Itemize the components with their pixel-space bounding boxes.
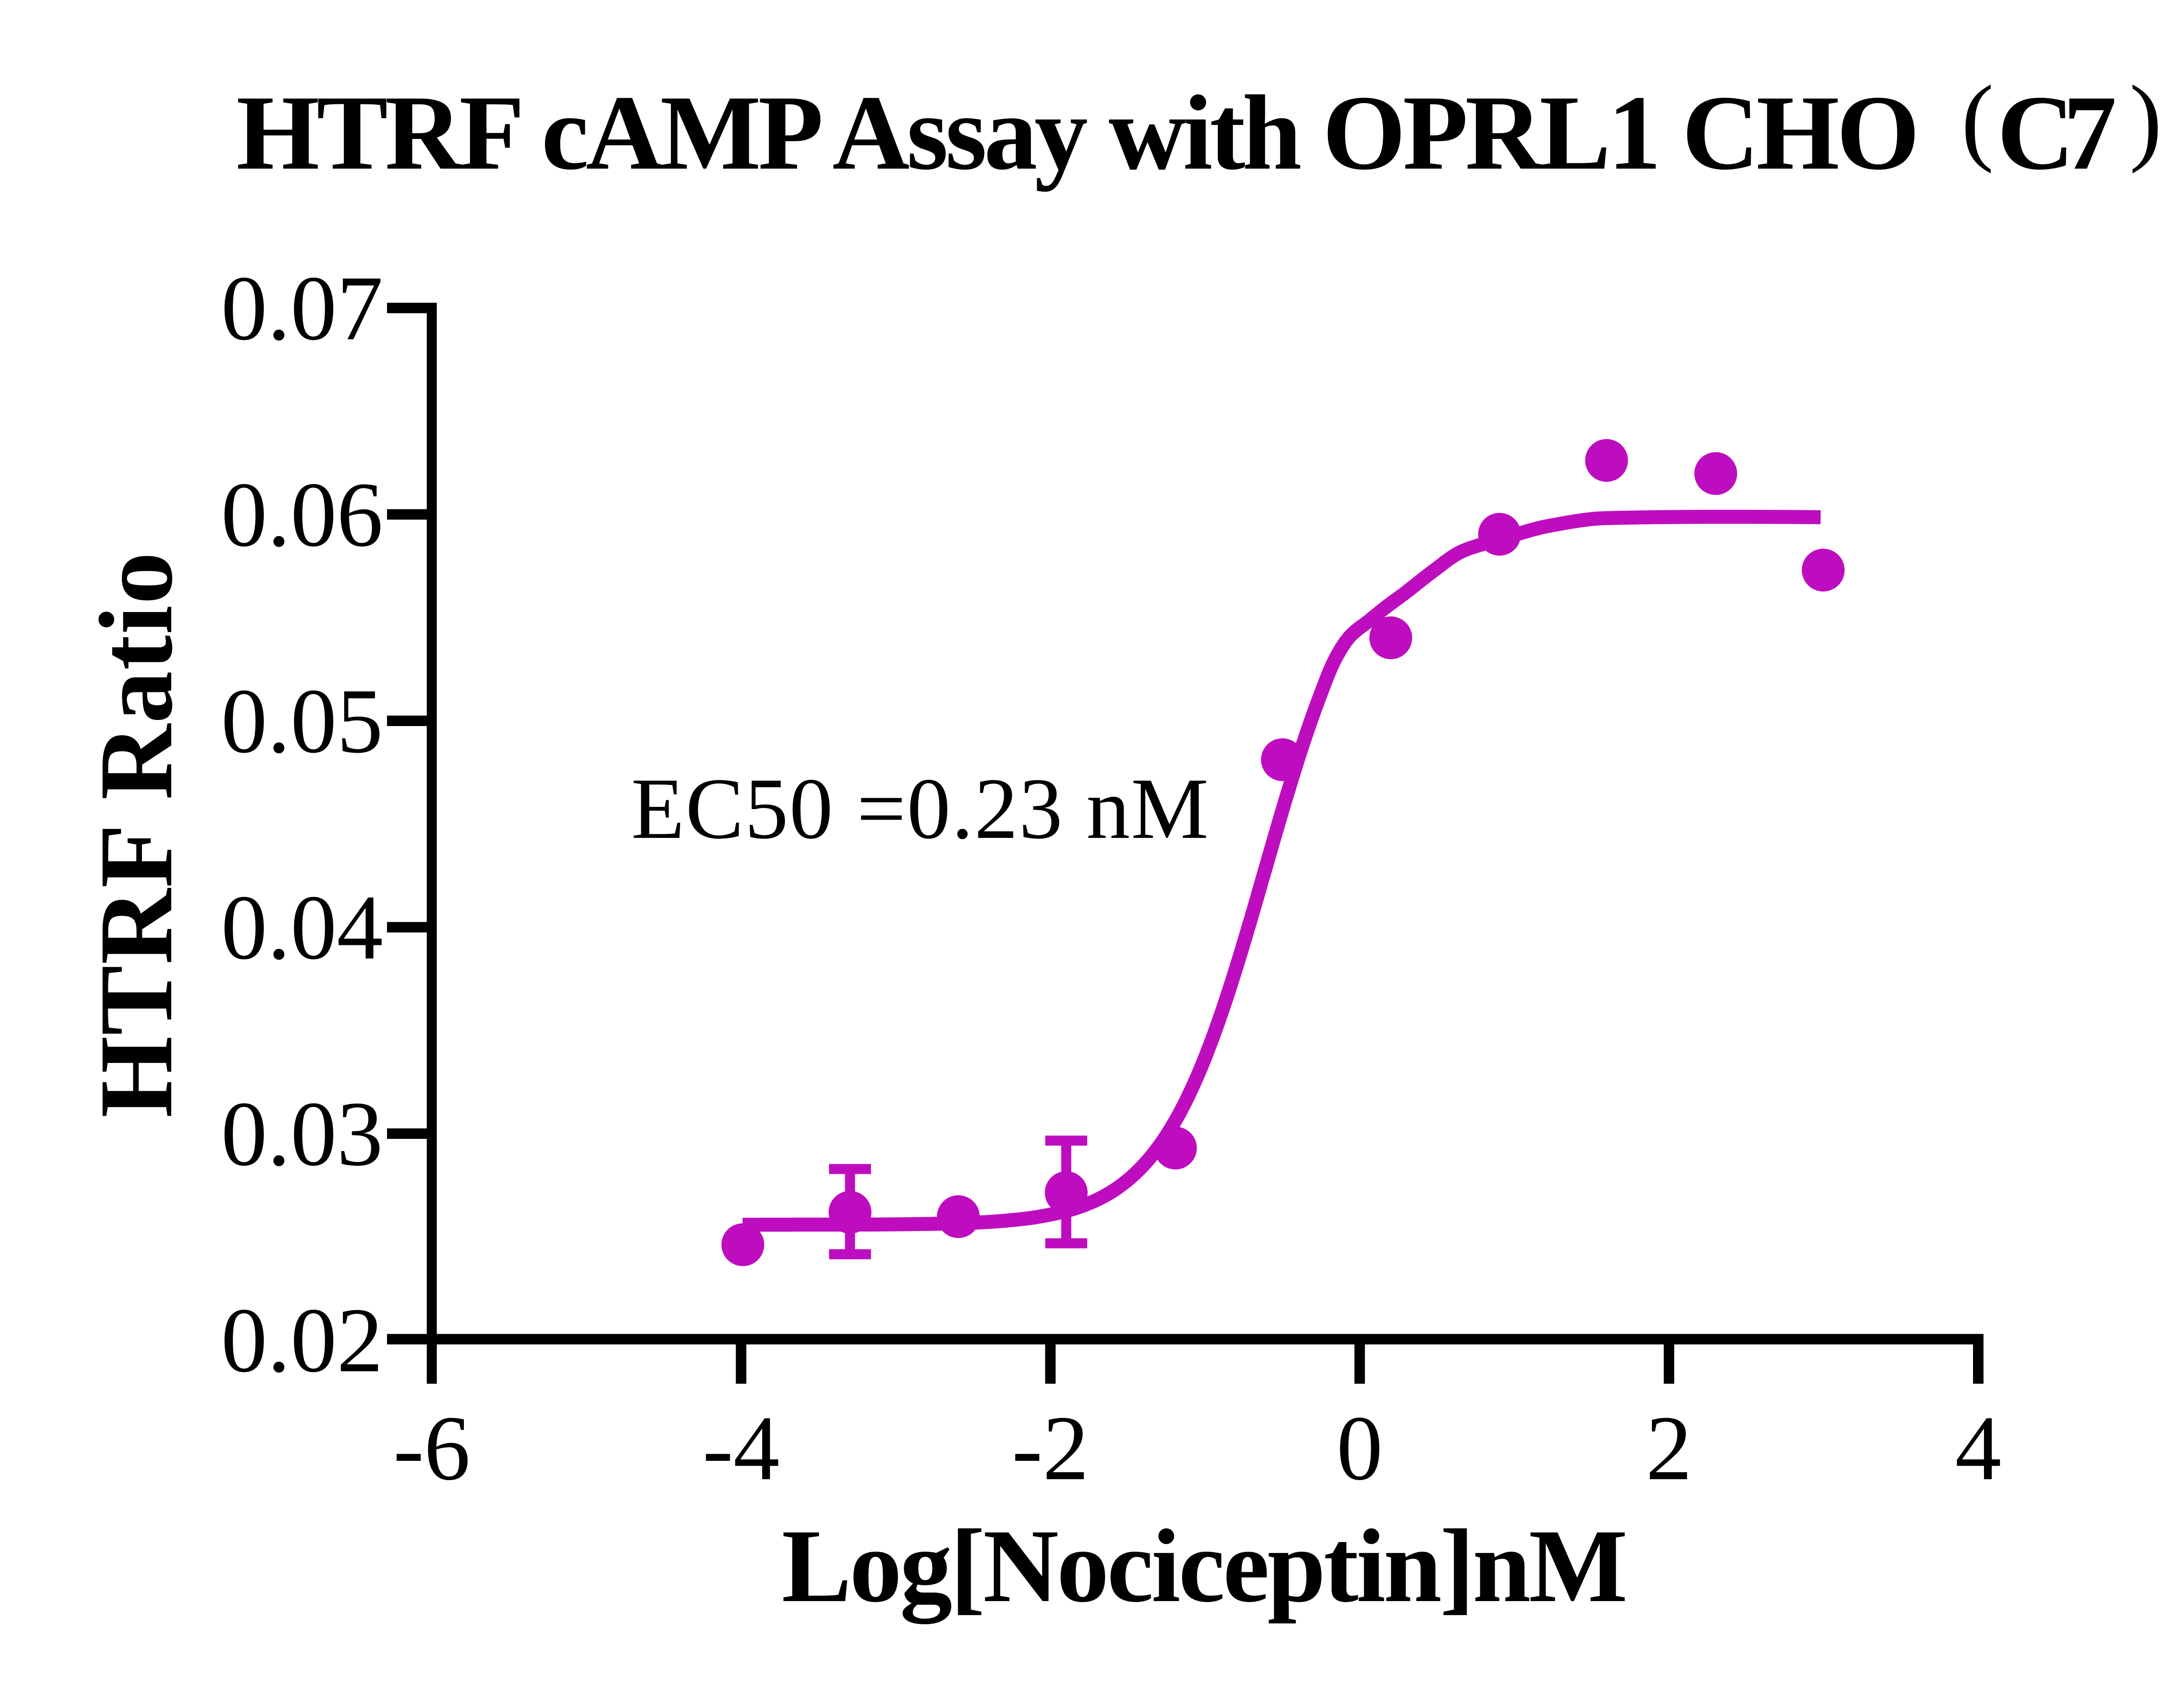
svg-text:0.06: 0.06: [221, 463, 383, 566]
svg-text:0.02: 0.02: [221, 1289, 383, 1391]
svg-text:HTRF Ratio: HTRF Ratio: [78, 552, 194, 1118]
svg-text:0: 0: [1337, 1397, 1383, 1499]
svg-text:C7: C7: [1997, 73, 2117, 192]
svg-text:EC50 =0.23 nM: EC50 =0.23 nM: [631, 761, 1209, 857]
svg-text:(: (: [1961, 66, 1994, 174]
svg-text:2: 2: [1646, 1397, 1692, 1499]
svg-text:): ): [2129, 66, 2162, 174]
svg-text:-6: -6: [393, 1397, 470, 1499]
svg-text:-2: -2: [1012, 1397, 1089, 1499]
svg-text:0.03: 0.03: [221, 1083, 383, 1185]
svg-text:0.04: 0.04: [221, 876, 383, 979]
svg-text:4: 4: [1955, 1397, 2001, 1499]
svg-text:HTRF cAMP Assay with OPRL1 CHO: HTRF cAMP Assay with OPRL1 CHO: [236, 73, 1920, 192]
svg-text:-4: -4: [702, 1397, 780, 1499]
svg-text:0.07: 0.07: [221, 257, 383, 360]
svg-text:Log[Nociceptin]nM: Log[Nociceptin]nM: [782, 1508, 1628, 1624]
svg-text:0.05: 0.05: [221, 670, 383, 772]
